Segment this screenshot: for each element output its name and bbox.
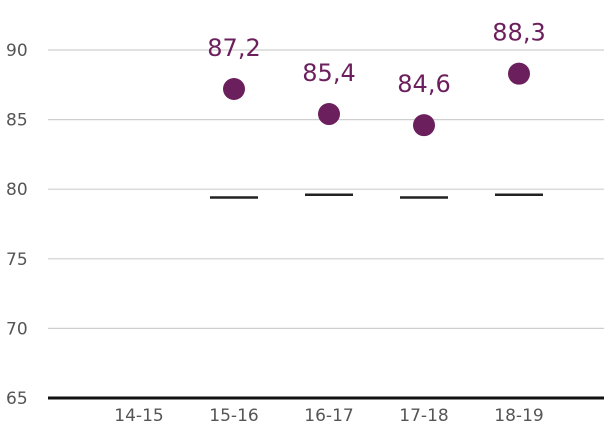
data-point-17-18 — [413, 114, 435, 137]
y-tick-labels: 65 70 75 80 85 90 — [6, 41, 28, 409]
y-tick-label-80: 80 — [6, 180, 28, 200]
data-label-16-17: 85,4 — [302, 59, 355, 87]
x-tick-labels: 14-15 15-16 16-17 17-18 18-19 — [114, 406, 543, 426]
reference-marks — [210, 193, 543, 199]
x-tick-label-16-17: 16-17 — [304, 406, 353, 426]
x-tick-label-14-15: 14-15 — [114, 406, 163, 426]
x-tick-label-15-16: 15-16 — [209, 406, 258, 426]
data-points — [223, 62, 530, 137]
data-point-16-17 — [318, 103, 340, 126]
grid-layer — [48, 49, 604, 400]
y-tick-label-90: 90 — [6, 41, 28, 61]
y-tick-label-70: 70 — [6, 319, 28, 339]
x-tick-label-17-18: 17-18 — [399, 406, 448, 426]
y-tick-label-85: 85 — [6, 111, 28, 131]
x-tick-label-18-19: 18-19 — [494, 406, 543, 426]
data-label-15-16: 87,2 — [207, 34, 260, 62]
y-tick-label-65: 65 — [6, 389, 28, 409]
data-point-18-19 — [508, 62, 530, 85]
y-tick-label-75: 75 — [6, 250, 28, 270]
data-label-18-19: 88,3 — [492, 19, 545, 47]
data-labels: 87,2 85,4 84,6 88,3 — [207, 19, 545, 99]
data-label-17-18: 84,6 — [397, 70, 450, 98]
data-point-15-16 — [223, 77, 245, 100]
